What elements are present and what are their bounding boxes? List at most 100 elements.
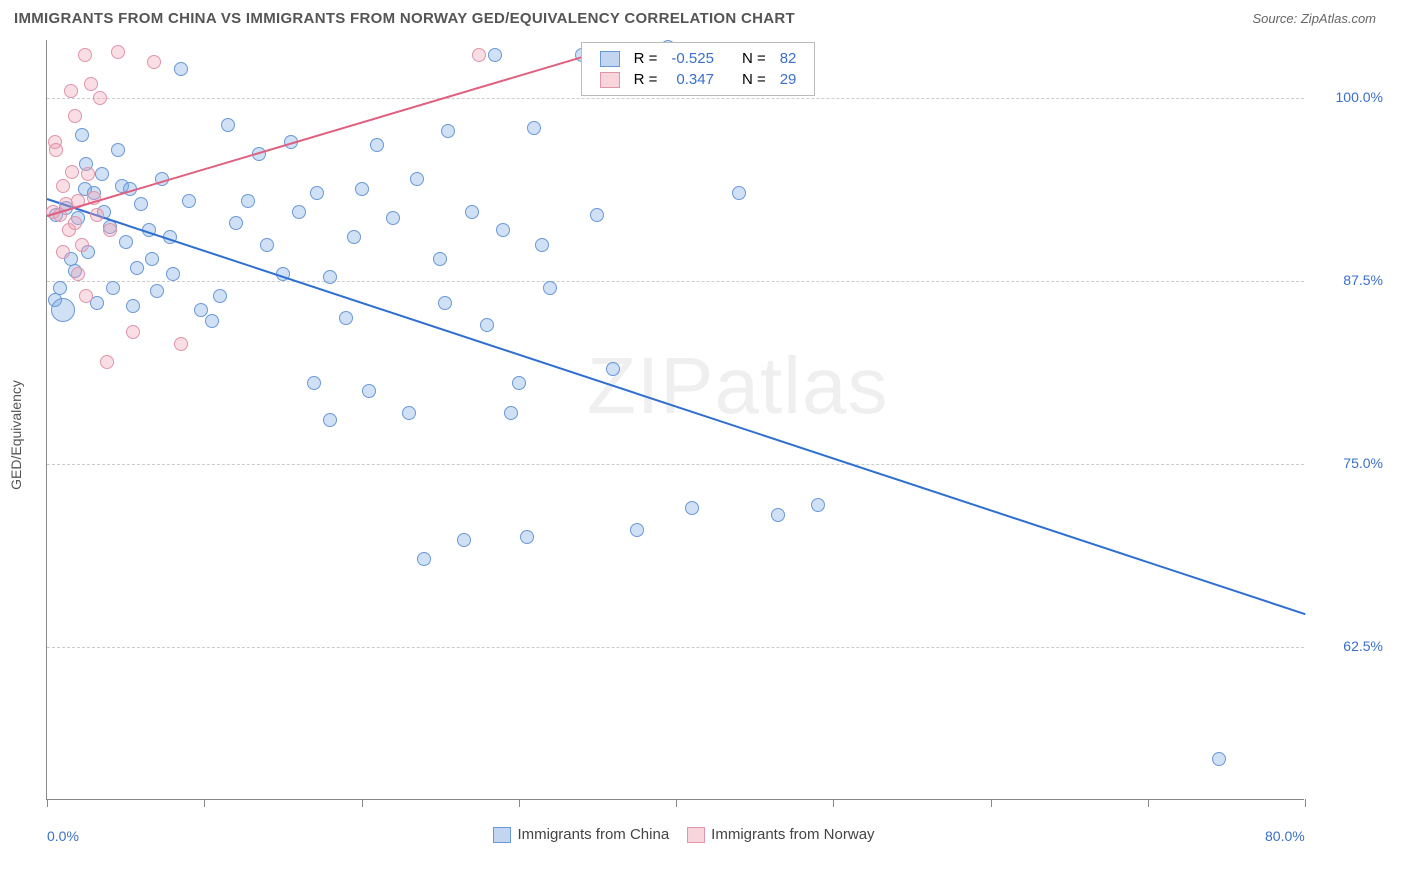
data-point <box>292 205 306 219</box>
y-tick-label: 62.5% <box>1313 638 1383 654</box>
legend-swatch <box>493 827 511 843</box>
data-point <box>111 45 125 59</box>
data-point <box>103 223 117 237</box>
x-tick <box>1148 799 1149 807</box>
data-point <box>310 186 324 200</box>
data-point <box>84 77 98 91</box>
data-point <box>480 318 494 332</box>
data-point <box>65 165 79 179</box>
data-point <box>56 179 70 193</box>
data-point <box>465 205 479 219</box>
data-point <box>472 48 486 62</box>
data-point <box>79 289 93 303</box>
x-tick <box>833 799 834 807</box>
data-point <box>685 501 699 515</box>
data-point <box>93 91 107 105</box>
legend-series-label: Immigrants from China <box>517 826 669 843</box>
legend-n-label: N = <box>736 49 772 68</box>
legend-r-value: -0.525 <box>665 49 720 68</box>
x-tick <box>362 799 363 807</box>
legend-swatch <box>600 51 620 67</box>
legend-r-label: R = <box>628 49 664 68</box>
data-point <box>229 216 243 230</box>
plot-wrap: ZIPatlas 62.5%75.0%87.5%100.0%0.0%80.0% … <box>46 40 1386 830</box>
data-point <box>68 109 82 123</box>
title-bar: IMMIGRANTS FROM CHINA VS IMMIGRANTS FROM… <box>0 0 1406 31</box>
data-point <box>606 362 620 376</box>
gridline-h <box>47 281 1304 282</box>
data-point <box>347 230 361 244</box>
data-point <box>205 314 219 328</box>
data-point <box>126 299 140 313</box>
data-point <box>174 337 188 351</box>
correlation-legend: R =-0.525N =82R =0.347N =29 <box>581 42 816 96</box>
data-point <box>496 223 510 237</box>
legend-r-value: 0.347 <box>665 70 720 89</box>
data-point <box>49 143 63 157</box>
x-tick <box>47 799 48 807</box>
data-point <box>174 62 188 76</box>
data-point <box>362 384 376 398</box>
legend-n-value: 82 <box>774 49 803 68</box>
data-point <box>512 376 526 390</box>
y-axis-title: GED/Equivalency <box>8 380 24 490</box>
data-point <box>323 270 337 284</box>
data-point <box>535 238 549 252</box>
data-point <box>457 533 471 547</box>
x-tick <box>676 799 677 807</box>
data-point <box>527 121 541 135</box>
data-point <box>402 406 416 420</box>
data-point <box>75 238 89 252</box>
y-tick-label: 100.0% <box>1313 89 1383 105</box>
data-point <box>438 296 452 310</box>
data-point <box>75 128 89 142</box>
data-point <box>370 138 384 152</box>
data-point <box>410 172 424 186</box>
data-point <box>150 284 164 298</box>
data-point <box>56 245 70 259</box>
legend-r-label: R = <box>628 70 664 89</box>
data-point <box>732 186 746 200</box>
data-point <box>119 235 133 249</box>
trend-line <box>47 198 1306 615</box>
y-tick-label: 75.0% <box>1313 455 1383 471</box>
data-point <box>147 55 161 69</box>
x-tick <box>519 799 520 807</box>
data-point <box>78 48 92 62</box>
data-point <box>488 48 502 62</box>
data-point <box>417 552 431 566</box>
gridline-h <box>47 98 1304 99</box>
data-point <box>182 194 196 208</box>
data-point <box>355 182 369 196</box>
data-point <box>543 281 557 295</box>
data-point <box>241 194 255 208</box>
plot-area: ZIPatlas 62.5%75.0%87.5%100.0%0.0%80.0% <box>46 40 1304 800</box>
data-point <box>100 355 114 369</box>
data-point <box>51 298 75 322</box>
gridline-h <box>47 464 1304 465</box>
data-point <box>126 325 140 339</box>
data-point <box>1212 752 1226 766</box>
data-point <box>441 124 455 138</box>
chart-title: IMMIGRANTS FROM CHINA VS IMMIGRANTS FROM… <box>14 10 795 27</box>
data-point <box>111 143 125 157</box>
source-label: Source: ZipAtlas.com <box>1252 11 1376 26</box>
data-point <box>386 211 400 225</box>
data-point <box>68 216 82 230</box>
legend-n-label: N = <box>736 70 772 89</box>
data-point <box>106 281 120 295</box>
data-point <box>433 252 447 266</box>
legend-swatch <box>687 827 705 843</box>
legend-series-label: Immigrants from Norway <box>711 826 874 843</box>
data-point <box>323 413 337 427</box>
x-tick <box>1305 799 1306 807</box>
x-tick <box>204 799 205 807</box>
data-point <box>260 238 274 252</box>
data-point <box>221 118 235 132</box>
x-tick <box>991 799 992 807</box>
data-point <box>130 261 144 275</box>
data-point <box>53 281 67 295</box>
series-legend: Immigrants from China Immigrants from Nor… <box>46 826 1304 843</box>
data-point <box>504 406 518 420</box>
data-point <box>590 208 604 222</box>
